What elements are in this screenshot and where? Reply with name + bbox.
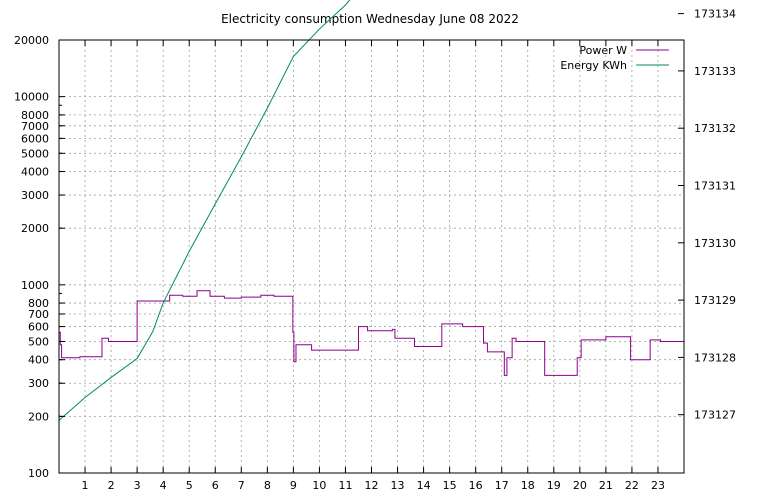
y-left-tick-label: 2000 [21,222,49,235]
chart-title: Electricity consumption Wednesday June 0… [221,12,519,26]
y-left-tick-label: 6000 [21,132,49,145]
y-left-tick-label: 100 [28,467,49,480]
plot-frame [58,39,685,474]
x-tick-label: 19 [547,479,561,492]
x-tick-label: 1 [82,479,89,492]
x-tick-label: 9 [290,479,297,492]
x-tick-label: 18 [521,479,535,492]
y-right-tick-label: 173134 [694,8,736,21]
y-left-tick-label: 4000 [21,166,49,179]
x-tick-label: 12 [365,479,379,492]
y-left-tick-label: 700 [28,308,49,321]
x-tick-label: 7 [238,479,245,492]
x-tick-label: 16 [469,479,483,492]
y-right-tick-label: 173132 [694,122,736,135]
x-tick-label: 13 [391,479,405,492]
x-tick-label: 10 [312,479,326,492]
x-tick-label: 15 [443,479,457,492]
series-layer [58,0,684,421]
legend-label-power: Power W [579,44,627,57]
y-right-tick-label: 173129 [694,294,736,307]
y-right-tick-label: 173131 [694,180,736,193]
x-tick-label: 23 [651,479,665,492]
x-tick-label: 4 [160,479,167,492]
y-right-tick-label: 173127 [694,409,736,422]
y-left-tick-label: 200 [28,410,49,423]
x-tick-label: 20 [573,479,587,492]
grid-layer [59,40,684,473]
series-line-energy [58,0,351,421]
y-left-tick-label: 500 [28,335,49,348]
y-left-tick-label: 1000 [21,279,49,292]
x-tick-label: 2 [108,479,115,492]
x-tick-label: 8 [264,479,271,492]
y-left-tick-label: 7000 [21,120,49,133]
y-left-tick-label: 3000 [21,189,49,202]
y-left-tick-label: 20000 [14,34,49,47]
axes-layer: 1 2 3 4 5 6 7 8 9 10 11 12 13 14 15 16 17 18 19 20 21 22 23100… [14,8,736,492]
y-left-tick-label: 10000 [14,91,49,104]
y-left-tick-label: 8000 [21,109,49,122]
y-right-tick-label: 173130 [694,237,736,250]
x-tick-label: 3 [134,479,141,492]
y-left-tick-label: 5000 [21,147,49,160]
y-right-tick-label: 173133 [694,65,736,78]
x-tick-label: 17 [495,479,509,492]
x-tick-label: 14 [417,479,431,492]
y-left-tick-label: 600 [28,321,49,334]
legend-label-energy: Energy KWh [560,59,627,72]
y-right-tick-label: 173128 [694,351,736,364]
x-tick-label: 21 [599,479,613,492]
y-left-tick-label: 800 [28,297,49,310]
x-tick-label: 6 [212,479,219,492]
legend: Power W Energy KWh [560,44,669,72]
x-tick-label: 11 [338,479,352,492]
x-tick-label: 22 [625,479,639,492]
x-tick-label: 5 [186,479,193,492]
y-left-tick-label: 300 [28,377,49,390]
y-left-tick-label: 400 [28,354,49,367]
